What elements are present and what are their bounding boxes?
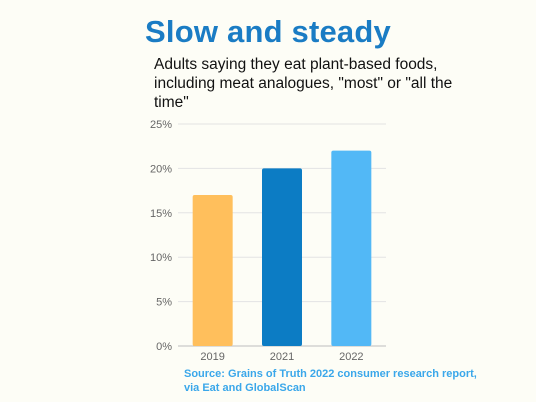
y-tick-label: 5% [156,297,172,309]
bars [192,150,372,346]
chart-title: Slow and steady [145,14,391,49]
bar-2022 [331,150,372,346]
x-tick-label: 2019 [200,351,224,363]
bar-2021 [262,168,302,346]
y-tick-label: 0% [156,341,172,353]
bar-2019 [192,195,233,346]
y-tick-label: 15% [150,208,172,220]
axis-labels: 0% 5% 10% 15% 20% 25% 2019 2021 2022 [150,119,364,363]
y-tick-label: 25% [150,119,172,131]
x-tick-label: 2022 [339,351,363,363]
source-note: Source: Grains of Truth 2022 consumer re… [184,368,477,394]
chart-subtitle: Adults saying they eat plant-based foods… [154,56,453,111]
y-tick-label: 10% [150,252,172,264]
y-tick-label: 20% [150,163,172,175]
x-tick-label: 2021 [270,351,294,363]
